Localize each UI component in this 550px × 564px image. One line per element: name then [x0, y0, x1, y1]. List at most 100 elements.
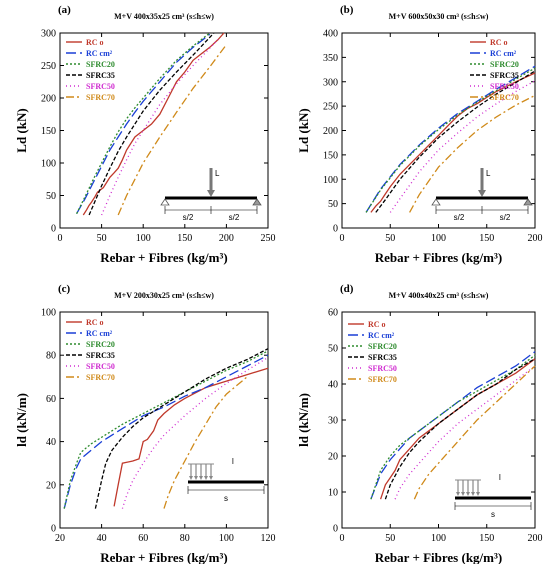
- y-tick-label: 0: [51, 224, 56, 235]
- x-tick-label: 100: [431, 233, 446, 244]
- distributed-load-arrowhead: [199, 476, 203, 480]
- legend-label: RC cm²: [86, 49, 113, 58]
- series-line-sfrc70: [413, 365, 536, 500]
- series-line-rc-o: [379, 358, 536, 500]
- legend-label: SFRC35: [490, 71, 519, 80]
- x-tick-label: 0: [340, 533, 345, 544]
- x-tick-label: 0: [340, 233, 345, 244]
- pin-support: [431, 198, 441, 206]
- series-line-sfrc70: [117, 44, 227, 216]
- x-axis-label: Rebar + Fibres (kg/m³): [100, 550, 227, 564]
- legend: RC o RC cm² SFRC20 SFRC35 SFRC50 SFRC70: [66, 318, 115, 382]
- panel-letter: (b): [340, 4, 354, 16]
- chart-panel-3: (c) M+V 200x30x25 cm³ (s≤h≤w) 20 40 60 80 100 1…: [14, 283, 276, 564]
- legend-label: RC cm²: [368, 331, 395, 340]
- distributed-load-arrowhead: [466, 492, 470, 496]
- roller-support: [523, 198, 533, 206]
- load-label: L: [215, 169, 220, 178]
- y-axis-label: ld (kN/m): [14, 393, 29, 447]
- legend-label: SFRC70: [86, 373, 115, 382]
- distributed-load-arrowhead: [204, 476, 208, 480]
- panel-letter: (c): [58, 283, 71, 295]
- load-schematic-inset: ls: [187, 457, 265, 503]
- y-tick-label: 300: [323, 77, 338, 88]
- y-tick-label: 150: [41, 126, 56, 137]
- x-tick-label: 200: [528, 233, 543, 244]
- series-line-rc-cm-: [63, 354, 269, 509]
- span-label: s/2: [183, 213, 194, 222]
- x-tick-label: 250: [261, 233, 276, 244]
- load-schematic-inset: Ls/2 s/2: [160, 168, 262, 222]
- y-tick-label: 250: [323, 102, 338, 113]
- series-line-rc-o: [113, 367, 269, 507]
- series-line-rc-o: [82, 32, 225, 216]
- series-line-sfrc50: [101, 39, 219, 216]
- x-tick-label: 150: [479, 533, 494, 544]
- x-tick-label: 40: [97, 533, 107, 544]
- panel-letter: (a): [58, 4, 71, 16]
- legend-label: SFRC70: [368, 375, 397, 384]
- legend-label: SFRC35: [86, 71, 115, 80]
- span-label: s: [491, 510, 495, 519]
- y-tick-label: 50: [328, 199, 338, 210]
- y-tick-label: 40: [328, 380, 338, 391]
- y-tick-label: 100: [41, 308, 56, 319]
- distributed-load-arrowhead: [461, 492, 465, 496]
- y-tick-label: 350: [323, 53, 338, 64]
- chart-title: M+V 600x50x30 cm³ (s≤h≤w): [389, 12, 489, 21]
- x-tick-label: 150: [479, 233, 494, 244]
- chart-panel-4: (d)M+V 400x40x25 cm³ (s≤h≤w)0 50 100 150 200…: [296, 283, 543, 564]
- series-line-sfrc70: [163, 376, 248, 509]
- series-line-rc-cm-: [365, 65, 536, 213]
- x-axis-label: Rebar + Fibres (kg/m³): [375, 550, 502, 564]
- x-tick-label: 80: [180, 533, 190, 544]
- legend: RC o RC cm² SFRC20 SFRC35 SFRC50 SFRC70: [470, 38, 519, 102]
- legend-label: SFRC20: [490, 60, 519, 69]
- plot-frame: [59, 311, 269, 529]
- x-tick-label: 150: [177, 233, 192, 244]
- load-label: l: [499, 473, 501, 482]
- legend-label: SFRC50: [86, 362, 115, 371]
- y-axis-label: Ld (kN): [296, 108, 311, 152]
- legend-label: RC cm²: [86, 329, 113, 338]
- distributed-load-arrowhead: [189, 476, 193, 480]
- y-tick-label: 100: [41, 159, 56, 170]
- chart-title: M+V 200x30x25 cm³ (s≤h≤w): [114, 291, 214, 300]
- y-tick-label: 0: [333, 224, 338, 235]
- series-line-sfrc50: [389, 80, 536, 213]
- legend-label: RC o: [86, 38, 104, 47]
- span-label: s/2: [454, 213, 465, 222]
- y-tick-label: 400: [323, 29, 338, 40]
- span-label: s: [224, 494, 228, 503]
- x-tick-label: 100: [431, 533, 446, 544]
- legend-label: SFRC50: [490, 82, 519, 91]
- legend-label: RC o: [368, 320, 386, 329]
- distributed-load-arrowhead: [471, 492, 475, 496]
- roller-support: [252, 198, 262, 206]
- x-tick-label: 50: [97, 233, 107, 244]
- chart-panel-2: (b) M+V 600x50x30 cm³ (s≤h≤w) 0 50 100 150 200…: [296, 4, 543, 265]
- y-tick-label: 50: [46, 191, 56, 202]
- y-tick-label: 300: [41, 29, 56, 40]
- legend-label: SFRC70: [490, 93, 519, 102]
- legend-label: SFRC35: [86, 351, 115, 360]
- legend-label: RC o: [490, 38, 508, 47]
- span-label: s/2: [500, 213, 511, 222]
- legend-label: SFRC50: [368, 364, 397, 373]
- y-tick-label: 150: [323, 150, 338, 161]
- y-tick-label: 40: [46, 437, 56, 448]
- x-tick-label: 200: [528, 533, 543, 544]
- x-tick-label: 60: [138, 533, 148, 544]
- legend-label: SFRC20: [368, 342, 397, 351]
- y-axis-label: ld (kN/m): [296, 393, 311, 447]
- x-tick-label: 200: [219, 233, 234, 244]
- distributed-load-arrowhead: [476, 492, 480, 496]
- y-tick-label: 250: [41, 61, 56, 72]
- series-line-sfrc35: [384, 358, 536, 500]
- legend-label: RC cm²: [490, 49, 517, 58]
- x-tick-label: 100: [136, 233, 151, 244]
- y-tick-label: 20: [328, 452, 338, 463]
- y-tick-label: 10: [328, 488, 338, 499]
- series-line-sfrc50: [121, 356, 269, 509]
